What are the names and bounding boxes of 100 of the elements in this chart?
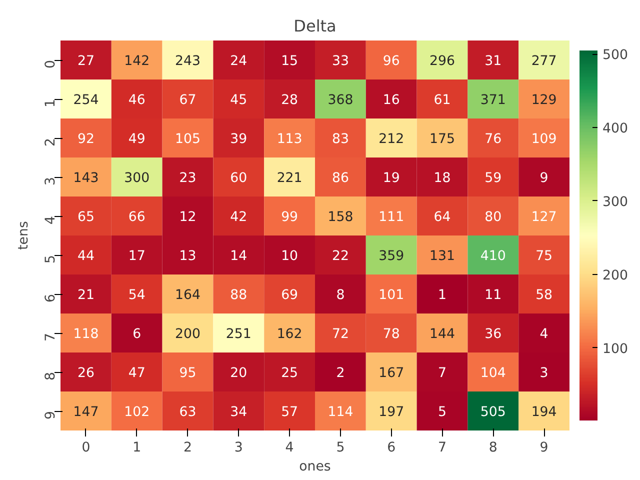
data-label: 147 [73, 405, 99, 420]
data-label: 251 [226, 327, 252, 342]
data-label: 13 [179, 249, 196, 264]
data-label: 46 [128, 93, 146, 108]
data-label: 83 [332, 132, 349, 147]
data-label: 10 [281, 249, 298, 264]
y-tick-label: 5 [44, 254, 58, 264]
x-tick-label: 7 [438, 440, 446, 456]
color-bar-label: 500 [602, 48, 628, 64]
data-label: 101 [378, 288, 404, 303]
data-label: 12 [179, 210, 196, 225]
x-axis-title: ones [299, 460, 331, 474]
data-label: 158 [328, 210, 354, 225]
data-label: 109 [531, 132, 557, 147]
x-tick-label: 2 [184, 440, 192, 456]
data-label: 3 [540, 366, 548, 381]
data-label: 14 [230, 249, 248, 264]
data-label: 64 [434, 210, 451, 225]
data-label: 45 [230, 93, 248, 108]
data-label: 42 [230, 210, 248, 225]
y-tick-label: 9 [44, 410, 58, 420]
data-label: 65 [77, 210, 94, 225]
data-label: 69 [281, 288, 298, 303]
data-label: 24 [230, 54, 248, 69]
data-label: 197 [378, 405, 404, 420]
data-label: 164 [175, 288, 200, 303]
data-label: 277 [531, 54, 557, 69]
data-label: 1 [438, 288, 446, 303]
data-label: 113 [276, 132, 302, 147]
data-label: 58 [536, 288, 553, 303]
y-axis-title: tens [16, 221, 32, 250]
data-label: 11 [484, 288, 502, 303]
data-label: 212 [378, 132, 404, 147]
y-tick-label: 1 [44, 98, 58, 108]
data-label: 75 [536, 249, 553, 264]
data-label: 95 [179, 366, 196, 381]
data-label: 80 [484, 210, 502, 225]
data-label: 67 [179, 93, 196, 108]
x-tick-label: 6 [387, 440, 396, 456]
data-label: 16 [382, 93, 400, 108]
data-label: 167 [378, 366, 404, 381]
y-tick-label: 6 [44, 294, 58, 302]
data-label: 118 [73, 327, 99, 342]
data-label: 194 [531, 405, 557, 420]
data-label: 300 [124, 171, 150, 186]
data-label: 162 [276, 327, 302, 342]
x-tick-label: 3 [234, 440, 243, 456]
data-label: 5 [438, 405, 446, 420]
y-tick-label: 0 [44, 60, 58, 68]
data-label: 296 [430, 54, 455, 69]
data-label: 131 [430, 249, 455, 264]
color-bar-label: 100 [602, 342, 628, 357]
data-label: 44 [77, 249, 94, 264]
data-label: 368 [328, 93, 354, 108]
y-tick-label: 4 [44, 216, 58, 224]
data-label: 36 [484, 327, 502, 342]
data-label: 102 [124, 405, 150, 420]
data-label: 18 [434, 171, 451, 186]
data-label: 88 [230, 288, 248, 303]
y-tick-label: 8 [44, 372, 58, 380]
color-bar-label: 300 [602, 194, 628, 210]
data-label: 25 [281, 366, 298, 381]
data-label: 4 [540, 327, 548, 342]
data-label: 2 [336, 366, 345, 381]
data-label: 143 [73, 171, 99, 186]
y-tick-label: 2 [44, 138, 58, 146]
data-label: 7 [438, 366, 446, 381]
data-label: 254 [73, 93, 99, 108]
data-label: 27 [77, 54, 94, 69]
data-label: 20 [230, 366, 248, 381]
data-label: 17 [128, 249, 146, 264]
data-label: 61 [434, 93, 451, 108]
data-label: 96 [382, 54, 400, 69]
data-label: 63 [179, 405, 196, 420]
data-label: 72 [332, 327, 349, 342]
x-tick-label: 9 [540, 440, 548, 456]
data-label: 104 [480, 366, 506, 381]
data-label: 105 [175, 132, 200, 147]
data-label: 33 [332, 54, 349, 69]
data-label: 142 [124, 54, 150, 69]
data-label: 39 [230, 132, 248, 147]
data-label: 129 [531, 93, 557, 108]
data-label: 505 [480, 405, 506, 420]
data-label: 111 [378, 210, 404, 225]
x-tick-label: 4 [285, 440, 294, 456]
data-label: 60 [230, 171, 248, 186]
chart-title: Delta [294, 16, 336, 36]
data-label: 19 [382, 171, 400, 186]
data-label: 99 [281, 210, 298, 225]
data-label: 175 [430, 132, 455, 147]
data-label: 31 [484, 54, 502, 69]
data-label: 144 [430, 327, 455, 342]
data-label: 66 [128, 210, 146, 225]
data-label: 54 [128, 288, 146, 303]
data-label: 23 [179, 171, 196, 186]
data-label: 200 [175, 327, 200, 342]
y-tick-label: 7 [44, 332, 58, 342]
data-label: 26 [77, 366, 94, 381]
data-label: 49 [128, 132, 146, 147]
y-tick-label: 3 [44, 176, 58, 186]
